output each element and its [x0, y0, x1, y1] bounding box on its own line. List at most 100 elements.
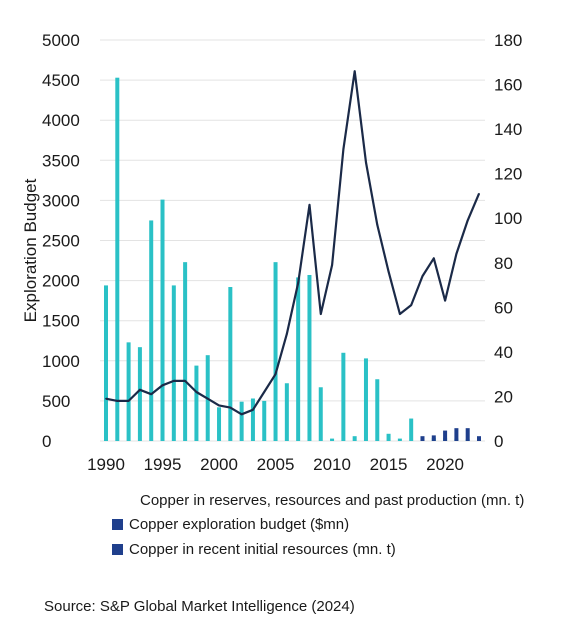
line-point [455, 253, 458, 255]
y-right-tick-label: 120 [494, 165, 522, 184]
x-tick-label: 2015 [370, 455, 408, 474]
y-right-tick-label: 60 [494, 298, 513, 317]
y-right-tick-label: 0 [494, 432, 503, 451]
bar-reserves [409, 418, 414, 441]
line-point [286, 333, 288, 335]
bar-reserves [228, 287, 233, 441]
y-left-tick-label: 500 [42, 392, 70, 411]
legend-label-initial-resources: Copper in recent initial resources (mn. … [129, 541, 396, 558]
line-point [478, 192, 480, 195]
line-point [353, 70, 356, 72]
legend-entry-initial-resources: Copper in recent initial resources (mn. … [112, 541, 396, 558]
y-left-tick-label: 3500 [42, 151, 80, 170]
bar-reserves [352, 436, 357, 441]
line-point [319, 313, 322, 315]
bar-reserves [171, 285, 176, 441]
chart: 5000450040003500300025002000150010005000… [21, 31, 522, 474]
line-point [184, 380, 186, 382]
line-point [387, 270, 390, 273]
y-left-tick-label: 0 [42, 432, 51, 451]
y-right-tick-label: 80 [494, 254, 513, 273]
y-left-tick-label: 4500 [42, 71, 80, 90]
line-point [466, 219, 469, 222]
y-right-tick-label: 40 [494, 343, 513, 362]
x-tick-label: 1995 [144, 455, 182, 474]
bar-reserves [137, 347, 142, 441]
line-point [331, 264, 333, 266]
y-axis-label: Exploration Budget [21, 178, 40, 322]
x-tick-label: 2020 [426, 455, 464, 474]
bar-reserves [104, 285, 108, 441]
bar-initial-resources [431, 435, 436, 441]
bar-reserves [183, 262, 188, 441]
line-point [173, 380, 175, 382]
y-left-tick-label: 1500 [42, 312, 80, 331]
line-point [274, 373, 277, 375]
line-point [342, 148, 345, 150]
line-point [376, 224, 379, 226]
line-point [195, 391, 198, 393]
y-left-tick-label: 5000 [42, 31, 80, 50]
legend-swatch-initial-resources [112, 544, 123, 555]
y-left-tick-label: 4000 [42, 111, 80, 130]
bar-reserves [149, 220, 154, 441]
bar-reserves [284, 383, 289, 441]
bar-reserves [318, 387, 323, 441]
bar-reserves [330, 438, 335, 441]
line-point [421, 275, 424, 277]
line-point [116, 400, 119, 402]
x-tick-label: 2000 [200, 455, 238, 474]
legend-label-reserves: Copper in reserves, resources and past p… [140, 492, 525, 509]
source-note: Source: S&P Global Market Intelligence (… [44, 598, 355, 615]
line-point [263, 391, 266, 393]
bar-initial-resources [443, 430, 448, 441]
bar-reserves [307, 274, 312, 441]
y-left-tick-label: 1000 [42, 352, 80, 371]
bar-reserves [262, 400, 267, 441]
line-point [139, 388, 141, 391]
bar-reserves [115, 77, 120, 441]
bar-initial-resources [465, 428, 470, 441]
bar-reserves [239, 401, 244, 441]
legend-entry-reserves: Copper in reserves, resources and past p… [140, 492, 524, 509]
bar-reserves [273, 262, 278, 441]
line-point [308, 204, 311, 206]
y-left-tick-label: 2500 [42, 232, 80, 251]
y-right-tick-label: 160 [494, 76, 522, 95]
line-point [297, 282, 299, 284]
bar-reserves [397, 438, 402, 441]
legend-entry-exploration-budget: Copper exploration budget ($mn) [112, 516, 349, 533]
line-point [432, 257, 435, 260]
line-point [399, 313, 401, 315]
bar-reserves [250, 398, 255, 441]
x-tick-label: 2005 [257, 455, 295, 474]
y-right-tick-label: 180 [494, 31, 522, 50]
bar-reserves [341, 352, 346, 441]
line-point [105, 397, 107, 400]
line-exploration-budget [105, 70, 481, 416]
legend-swatch-exploration-budget [112, 519, 123, 530]
line-point [218, 404, 220, 407]
y-right-tick-label: 140 [494, 120, 522, 139]
legend-label-exploration-budget: Copper exploration budget ($mn) [129, 516, 350, 533]
y-left-tick-label: 2000 [42, 272, 80, 291]
line-point [206, 397, 209, 400]
line-point [444, 299, 446, 302]
bar-reserves [217, 407, 222, 441]
x-tick-label: 1990 [87, 455, 125, 474]
line-point [161, 384, 164, 387]
y-right-tick-label: 100 [494, 209, 522, 228]
line-point [229, 406, 232, 409]
y-right-tick-label: 20 [494, 387, 513, 406]
line-point [127, 400, 130, 402]
bar-initial-resources [454, 428, 459, 441]
line-point [365, 161, 367, 164]
bar-reserves [375, 379, 380, 441]
line-point [252, 409, 254, 411]
bar-initial-resources [477, 436, 481, 441]
bar-reserves [296, 277, 301, 441]
x-tick-label: 2010 [313, 455, 351, 474]
bar-reserves [160, 199, 165, 441]
line-point [150, 393, 153, 396]
bar-initial-resources [420, 436, 425, 441]
